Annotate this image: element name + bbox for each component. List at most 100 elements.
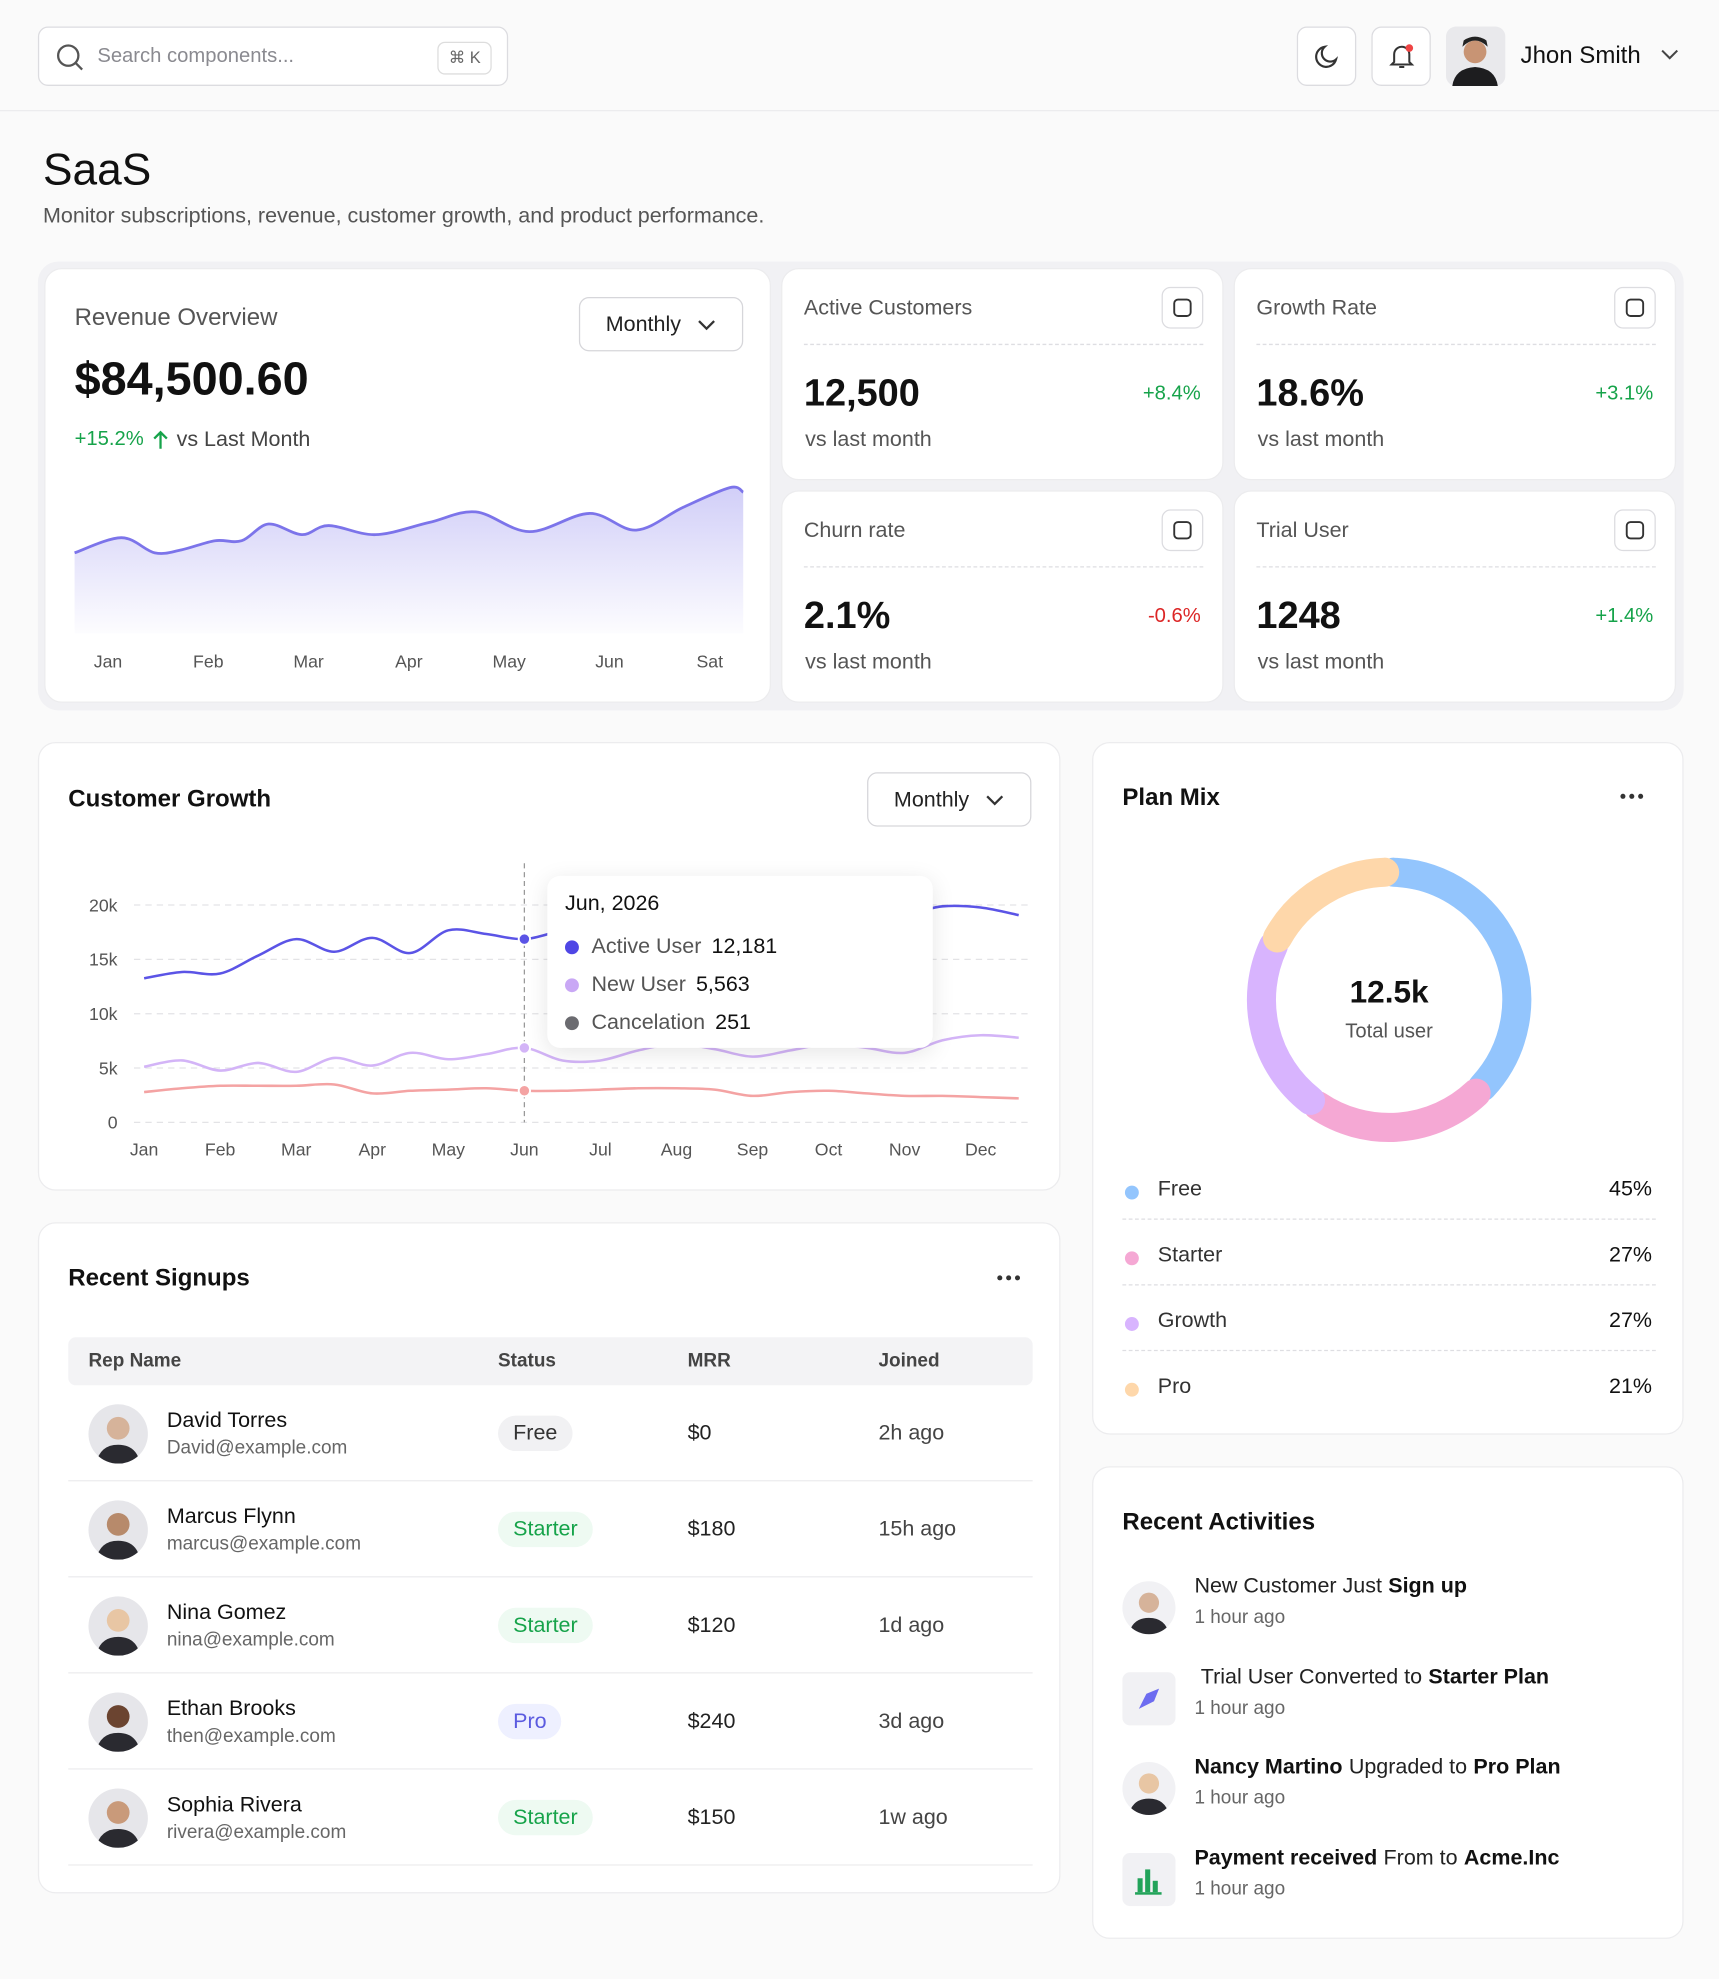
tooltip-row: New User 5,563	[564, 971, 750, 997]
x-tick-label: Apr	[395, 651, 423, 671]
icon-art	[1138, 1688, 1160, 1709]
period-dropdown[interactable]: Monthly	[867, 772, 1032, 827]
icon	[1625, 521, 1645, 540]
joined: 2h ago	[878, 1420, 945, 1445]
activity-part: Acme.Inc	[1463, 1844, 1560, 1869]
x-tick-label: Jun	[595, 651, 624, 671]
stat-title: Trial User	[1256, 518, 1349, 543]
chevron	[697, 319, 715, 330]
activity-time: 1 hour ago	[1194, 1606, 1286, 1628]
tooltip-name: New User	[591, 971, 686, 997]
revenue-amount: $84,500.60	[74, 352, 309, 405]
legend-value: 45%	[1608, 1176, 1653, 1201]
status-badge: Starter	[498, 1799, 593, 1836]
legend-label: Pro	[1157, 1373, 1192, 1398]
stat-change: +1.4%	[1595, 605, 1654, 627]
mrr: $240	[687, 1708, 736, 1733]
series-line	[143, 1033, 1019, 1074]
tooltip-title: Jun, 2026	[564, 891, 660, 916]
period-dropdown[interactable]: Monthly	[578, 297, 744, 352]
rep-email: marcus@example.com	[166, 1533, 362, 1555]
customer-growth-card: Customer Growth Monthly 0 5k 10k 15k 20k Jan F…	[37, 741, 1061, 1191]
notifications[interactable]	[1371, 26, 1431, 86]
joined: 15h ago	[878, 1516, 957, 1541]
x-tick-label: May	[492, 651, 526, 671]
legend-dot	[1124, 1251, 1139, 1266]
y-tick-label: 15k	[89, 950, 118, 970]
row-divider	[68, 1672, 1033, 1674]
divider	[1122, 1349, 1656, 1352]
column-header: Status	[498, 1349, 556, 1372]
x-tick-label: Jul	[589, 1139, 612, 1159]
user-name[interactable]: Jhon Smith	[1520, 42, 1641, 70]
activity-text: Payment received From to Acme.Inc	[1194, 1845, 1565, 1870]
status-badge: Starter	[498, 1511, 593, 1548]
activity-icon	[1122, 1581, 1176, 1635]
avatar-art	[96, 1512, 141, 1560]
activity-icon	[1122, 1761, 1176, 1816]
x-tick-label: Jan	[130, 1139, 159, 1159]
avatar	[88, 1788, 148, 1848]
rep-name: Sophia Rivera	[166, 1792, 302, 1817]
search-box[interactable]: Search components... ⌘ K	[37, 26, 509, 86]
bell-icon	[1389, 44, 1415, 69]
chevron	[1661, 49, 1679, 60]
tooltip-dot	[564, 977, 579, 992]
legend-value: 27%	[1608, 1308, 1653, 1333]
x-tick-label: Aug	[661, 1139, 692, 1159]
search-icon	[57, 44, 83, 71]
avatar-art	[1128, 1592, 1170, 1635]
tooltip-value: 251	[715, 1009, 751, 1034]
x-tick-label: Sat	[697, 651, 724, 671]
row-divider	[68, 1864, 1033, 1866]
revenue-change: +15.2%	[74, 428, 144, 450]
revenue-card: Jan Feb Mar Apr May Jun Sat Revenue Overview M…	[44, 267, 772, 703]
row-divider	[68, 1768, 1033, 1770]
legend-dot	[1124, 1185, 1139, 1200]
user-avatar[interactable]	[1445, 26, 1506, 86]
stat-value: 1248	[1256, 595, 1341, 638]
theme-toggle[interactable]	[1296, 26, 1357, 86]
card-title: Plan Mix	[1122, 784, 1220, 812]
x-tick-label: Nov	[889, 1139, 921, 1159]
rep-email: David@example.com	[166, 1437, 348, 1459]
stat-note: vs last month	[805, 427, 932, 452]
activity-part: Upgraded to	[1348, 1754, 1468, 1779]
more-menu[interactable]	[1620, 793, 1644, 799]
tooltip-row: Cancelation 251	[564, 1009, 751, 1035]
tooltip-row: Active User 12,181	[564, 934, 777, 959]
period-label: Monthly	[893, 786, 970, 811]
rep-email: rivera@example.com	[166, 1821, 347, 1843]
center-label: Total user	[1345, 1021, 1433, 1043]
x-tick-label: Apr	[359, 1139, 387, 1159]
avatar	[88, 1500, 148, 1560]
stat-card: Churn rate 2.1% -0.6% vs last month	[781, 490, 1224, 703]
activity-part: Starter Plan	[1428, 1664, 1550, 1689]
stat-title: Active Customers	[803, 295, 973, 320]
joined: 3d ago	[878, 1708, 945, 1733]
avatar	[88, 1596, 148, 1656]
line	[74, 485, 744, 555]
chevron	[986, 794, 1003, 805]
card-title: Recent Signups	[68, 1265, 250, 1292]
icon-art	[1135, 1868, 1162, 1895]
donut-segment	[1246, 931, 1326, 1115]
page-title: SaaS	[42, 145, 152, 195]
rep-name: Ethan Brooks	[166, 1696, 296, 1721]
x-tick-label: Jun	[510, 1139, 539, 1159]
divider	[1122, 1218, 1656, 1220]
stat-note: vs last month	[1257, 649, 1385, 674]
row-divider	[68, 1576, 1033, 1578]
avatar-art	[96, 1801, 141, 1848]
stat-title: Growth Rate	[1256, 295, 1378, 320]
donut-segment	[1379, 857, 1532, 1102]
mrr: $180	[687, 1516, 736, 1541]
hover-dot	[517, 1084, 532, 1098]
series-line	[143, 1082, 1019, 1100]
row-divider	[68, 1480, 1033, 1482]
legend-dot	[1124, 1382, 1139, 1397]
x-tick-label: Sep	[737, 1139, 769, 1159]
avatar-art	[1128, 1773, 1170, 1816]
more-menu[interactable]	[997, 1275, 1021, 1281]
icon	[1625, 298, 1645, 317]
